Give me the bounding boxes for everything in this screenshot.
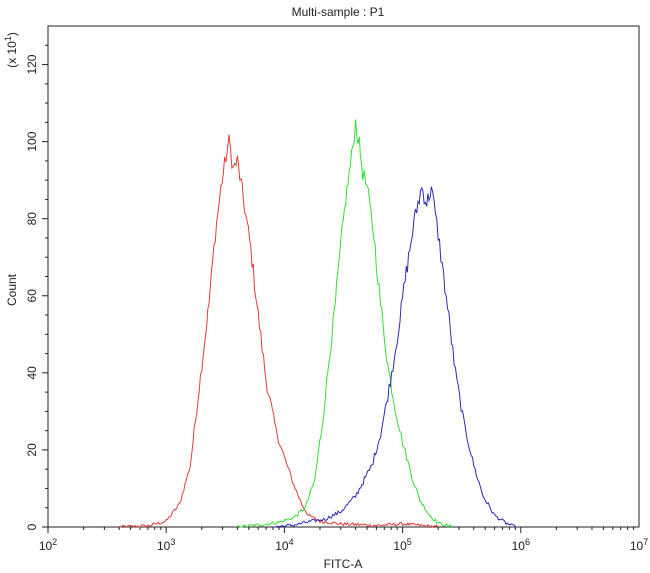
x-tick-label: 105	[393, 537, 411, 553]
y-tick-label: 40	[25, 366, 39, 380]
x-tick-base: 10	[157, 539, 171, 553]
x-tick-label: 103	[157, 537, 175, 553]
x-tick-label: 104	[275, 537, 293, 553]
chart-title: Multi-sample : P1	[292, 5, 385, 19]
y-tick-label: 80	[25, 212, 39, 226]
x-tick-exponent: 2	[52, 537, 57, 547]
x-tick-base: 10	[39, 539, 53, 553]
y-axis-multiplier: (x 101)	[3, 32, 19, 68]
x-tick-base: 10	[630, 539, 644, 553]
x-tick-exponent: 6	[525, 537, 530, 547]
y-multiplier-prefix: (x 10	[5, 41, 19, 68]
x-tick-base: 10	[512, 539, 526, 553]
histogram-series-2	[237, 119, 453, 528]
y-tick-label: 0	[25, 523, 39, 530]
x-tick-base: 10	[275, 539, 289, 553]
x-tick-label: 106	[512, 537, 530, 553]
x-axis-label: FITC-A	[324, 557, 363, 571]
x-tick-exponent: 7	[643, 537, 648, 547]
y-axis-label: Count	[5, 273, 19, 306]
y-multiplier-suffix: )	[5, 32, 19, 36]
x-tick-label: 102	[39, 537, 57, 553]
series-layer	[119, 119, 516, 528]
x-axis-ticks: 102 103 104 105 106 107	[39, 527, 648, 553]
y-tick-label: 120	[25, 54, 39, 74]
x-tick-base: 10	[393, 539, 407, 553]
y-multiplier-exponent: 1	[3, 36, 13, 41]
histogram-series-3	[272, 186, 516, 528]
plot-area-frame	[47, 25, 640, 528]
histogram-series-1	[119, 134, 439, 528]
x-tick-exponent: 4	[289, 537, 294, 547]
x-tick-label: 107	[630, 537, 648, 553]
y-tick-label: 60	[25, 289, 39, 303]
x-tick-exponent: 3	[170, 537, 175, 547]
y-axis-ticks: 0 20 40 60 80 100 120	[25, 44, 48, 530]
x-tick-exponent: 5	[407, 537, 412, 547]
y-tick-label: 20	[25, 443, 39, 457]
y-tick-label: 100	[25, 131, 39, 151]
